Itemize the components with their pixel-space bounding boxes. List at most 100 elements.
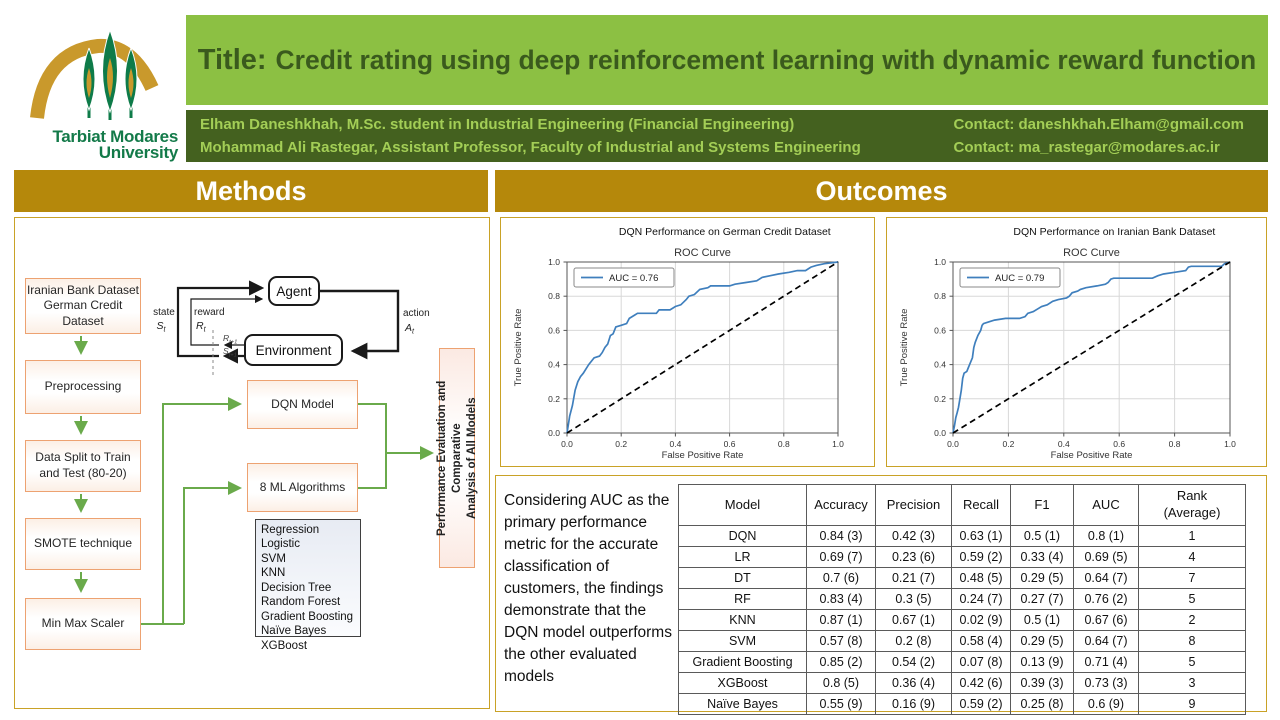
- table-cell: 0.69 (5): [1073, 546, 1139, 568]
- university-name-line1: Tarbiat Modares: [52, 126, 178, 146]
- svg-text:DQN Performance on Iranian Ban: DQN Performance on Iranian Bank Dataset: [1013, 226, 1215, 238]
- svg-text:0.2: 0.2: [548, 394, 560, 404]
- table-cell: 5: [1138, 651, 1246, 673]
- flowchart-connectors: state St reward Rt action At Rt+1 St+1: [74, 280, 434, 625]
- svg-text:AUC = 0.79: AUC = 0.79: [995, 273, 1044, 284]
- svg-text:0.6: 0.6: [1113, 439, 1125, 449]
- roc-chart-iranian: 0.0 0.2 0.4 0.6 0.8 1.0 0.0 0.2 0.4 0.6 0.8 1.0 AUC …: [886, 217, 1267, 467]
- svg-text:0.6: 0.6: [724, 439, 736, 449]
- state-label: state: [153, 307, 175, 318]
- table-row: RF 0.83 (4) 0.3 (5) 0.24 (7) 0.27 (7) 0.76 (2…: [678, 588, 1246, 610]
- table-cell: 0.36 (4): [875, 672, 952, 694]
- svg-text:0.2: 0.2: [615, 439, 627, 449]
- column-header: Precision: [875, 484, 952, 526]
- table-cell: Naïve Bayes: [678, 693, 807, 715]
- table-cell: RF: [678, 588, 807, 610]
- table-cell: DT: [678, 567, 807, 589]
- author-1: Elham Daneshkhah, M.Sc. student in Indus…: [200, 115, 795, 133]
- table-row: XGBoost 0.8 (5) 0.36 (4) 0.42 (6) 0.39 (3) 0.…: [678, 672, 1246, 694]
- algorithms-list: Regression Logistic SVM KNN Decision Tre…: [255, 519, 361, 652]
- contacts-column: Contact: daneshkhah.Elham@gmail.com Cont…: [953, 113, 1244, 160]
- column-header: AUC: [1073, 484, 1139, 526]
- table-cell: 0.69 (7): [806, 546, 876, 568]
- flow-box-smote: SMOTE technique: [25, 518, 141, 570]
- table-cell: LR: [678, 546, 807, 568]
- table-cell: SVM: [678, 630, 807, 652]
- flow-box-preprocessing: Preprocessing: [25, 360, 141, 414]
- table-cell: 0.24 (7): [951, 588, 1011, 610]
- table-cell: 0.42 (3): [875, 525, 952, 547]
- flow-box-data-split: Data Split to Train and Test (80-20): [25, 440, 141, 492]
- reward-label: reward: [194, 307, 225, 318]
- table-row: Gradient Boosting 0.85 (2) 0.54 (2) 0.07 (8…: [678, 651, 1246, 673]
- authors-column: Elham Daneshkhah, M.Sc. student in Indus…: [200, 113, 861, 160]
- conclusion-note: Considering AUC as the primary performan…: [504, 492, 672, 685]
- reward-symbol: Rt: [196, 320, 207, 334]
- svg-text:0.6: 0.6: [548, 325, 560, 335]
- table-cell: 2: [1138, 609, 1246, 631]
- table-cell: 0.21 (7): [875, 567, 952, 589]
- table-cell: 0.7 (6): [806, 567, 876, 589]
- algorithm-item: Regression Logistic: [261, 524, 320, 551]
- table-cell: 0.6 (9): [1073, 693, 1139, 715]
- column-header: Model: [678, 484, 807, 526]
- table-cell: 0.67 (1): [875, 609, 952, 631]
- university-logo-icon: [30, 29, 159, 120]
- flow-box-datasets: Iranian Bank Dataset German Credit Datas…: [25, 278, 141, 334]
- table-row: SVM 0.57 (8) 0.2 (8) 0.58 (4) 0.29 (5) 0.64 (…: [678, 630, 1246, 652]
- performance-evaluation-box: Performance Evaluation and Comparative A…: [436, 348, 477, 568]
- svg-text:0.2: 0.2: [1002, 439, 1014, 449]
- author-bar: Elham Daneshkhah, M.Sc. student in Indus…: [186, 110, 1268, 162]
- table-cell: Gradient Boosting: [678, 651, 807, 673]
- table-row: DT 0.7 (6) 0.21 (7) 0.48 (5) 0.29 (5) 0.64 (7…: [678, 567, 1246, 589]
- svg-text:False Positive Rate: False Positive Rate: [1051, 450, 1133, 461]
- svg-text:0.4: 0.4: [669, 439, 681, 449]
- table-cell: 7: [1138, 567, 1246, 589]
- flow-box-minmax: Min Max Scaler: [25, 598, 141, 650]
- column-header: Rank (Average): [1138, 484, 1246, 526]
- table-cell: 0.55 (9): [806, 693, 876, 715]
- table-cell: 0.73 (3): [1073, 672, 1139, 694]
- table-cell: 5: [1138, 588, 1246, 610]
- svg-text:0.0: 0.0: [947, 439, 959, 449]
- table-cell: 0.8 (5): [806, 672, 876, 694]
- table-cell: 8: [1138, 630, 1246, 652]
- algorithm-item: Gradient Boosting: [261, 610, 354, 623]
- svg-text:0.8: 0.8: [1169, 439, 1181, 449]
- table-cell: 0.67 (6): [1073, 609, 1139, 631]
- table-cell: 0.59 (2): [951, 546, 1011, 568]
- table-cell: 0.2 (8): [875, 630, 952, 652]
- table-cell: 0.84 (3): [806, 525, 876, 547]
- svg-text:0.8: 0.8: [934, 291, 946, 301]
- svg-text:0.4: 0.4: [934, 360, 946, 370]
- table-cell: 0.48 (5): [951, 567, 1011, 589]
- table-cell: 0.25 (8): [1010, 693, 1074, 715]
- svg-text:0.0: 0.0: [934, 428, 946, 438]
- column-header: Recall: [951, 484, 1011, 526]
- table-cell: 0.3 (5): [875, 588, 952, 610]
- svg-text:1.0: 1.0: [832, 439, 844, 449]
- table-cell: 0.71 (4): [1073, 651, 1139, 673]
- state-symbol: St: [157, 320, 167, 334]
- column-header: Accuracy: [806, 484, 876, 526]
- table-cell: 3: [1138, 672, 1246, 694]
- algorithm-item: XGBoost: [261, 639, 308, 652]
- methods-panel: state St reward Rt action At Rt+1 St+1 I…: [14, 217, 490, 709]
- table-row: LR 0.69 (7) 0.23 (6) 0.59 (2) 0.33 (4) 0.69 (…: [678, 546, 1246, 568]
- action-symbol: At: [404, 322, 415, 336]
- svg-text:ROC Curve: ROC Curve: [674, 247, 731, 259]
- methods-header: Methods: [14, 170, 488, 212]
- table-cell: 0.63 (1): [951, 525, 1011, 547]
- svg-text:0.4: 0.4: [548, 360, 560, 370]
- table-cell: 0.23 (6): [875, 546, 952, 568]
- environment-box: Environment: [244, 334, 343, 366]
- svg-text:0.8: 0.8: [778, 439, 790, 449]
- author-2: Mohammad Ali Rastegar, Assistant Profess…: [200, 139, 861, 156]
- algorithm-item: SVM: [261, 552, 286, 565]
- svg-text:1.0: 1.0: [934, 257, 946, 267]
- algorithm-item: Random Forest: [261, 596, 341, 609]
- results-table: Model Accuracy Precision Recall F1 AUC Rank (A…: [678, 484, 1246, 715]
- table-cell: 0.16 (9): [875, 693, 952, 715]
- table-cell: 0.59 (2): [951, 693, 1011, 715]
